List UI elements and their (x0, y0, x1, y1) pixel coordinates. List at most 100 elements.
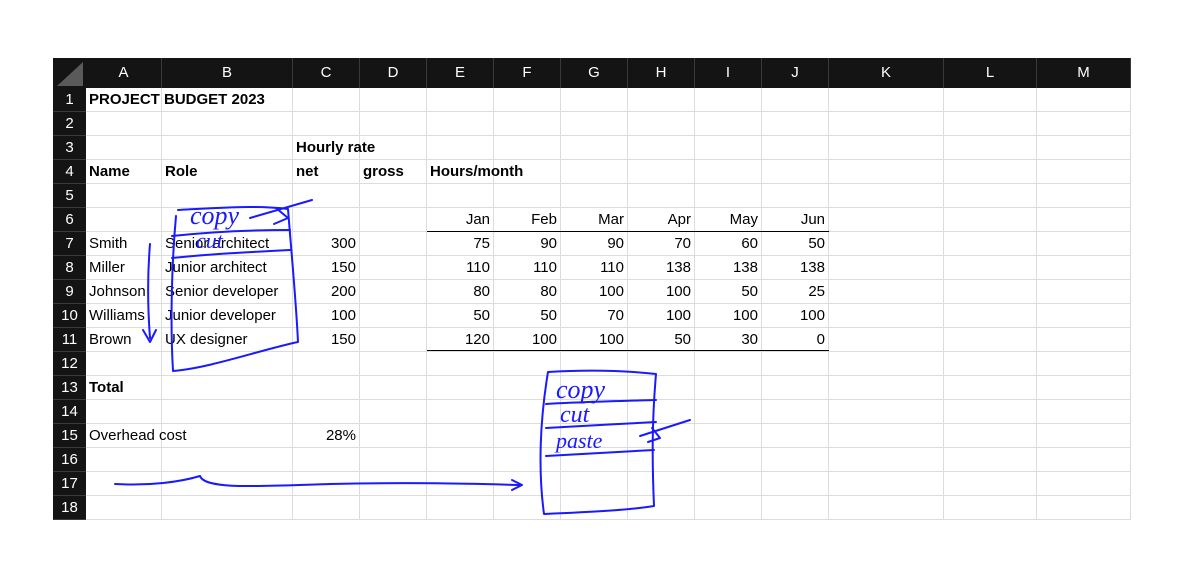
cell-k12[interactable] (829, 352, 944, 376)
cell-l13[interactable] (944, 376, 1037, 400)
cell-i18[interactable] (695, 496, 762, 520)
cell-e4[interactable]: Hours/month (427, 160, 523, 184)
cell-b10[interactable]: Junior developer (162, 304, 293, 328)
cell-a4[interactable]: Name (86, 160, 162, 184)
cell-i5[interactable] (695, 184, 762, 208)
cell-m8[interactable] (1037, 256, 1131, 280)
cell-h12[interactable] (628, 352, 695, 376)
cell-i12[interactable] (695, 352, 762, 376)
cell-l17[interactable] (944, 472, 1037, 496)
cell-m17[interactable] (1037, 472, 1131, 496)
cell-g15[interactable] (561, 424, 628, 448)
column-header-b[interactable]: B (162, 58, 293, 88)
cell-l11[interactable] (944, 328, 1037, 352)
cell-g8[interactable]: 110 (561, 256, 628, 280)
cell-h8[interactable]: 138 (628, 256, 695, 280)
cell-b1[interactable] (162, 88, 293, 112)
cell-d14[interactable] (360, 400, 427, 424)
cell-j4[interactable] (762, 160, 829, 184)
cell-m1[interactable] (1037, 88, 1131, 112)
cell-d2[interactable] (360, 112, 427, 136)
cell-i13[interactable] (695, 376, 762, 400)
cell-m9[interactable] (1037, 280, 1131, 304)
cell-g17[interactable] (561, 472, 628, 496)
cell-l7[interactable] (944, 232, 1037, 256)
cell-m6[interactable] (1037, 208, 1131, 232)
cell-e1[interactable] (427, 88, 494, 112)
cell-d16[interactable] (360, 448, 427, 472)
row-header-17[interactable]: 17 (53, 472, 86, 496)
cell-e8[interactable]: 110 (427, 256, 494, 280)
cell-a15[interactable]: Overhead cost (86, 424, 187, 448)
cell-g4[interactable] (561, 160, 628, 184)
cell-i6[interactable]: May (695, 208, 762, 232)
cell-h14[interactable] (628, 400, 695, 424)
cell-b11[interactable]: UX designer (162, 328, 293, 352)
cell-l16[interactable] (944, 448, 1037, 472)
cell-f17[interactable] (494, 472, 561, 496)
cell-l4[interactable] (944, 160, 1037, 184)
cell-f7[interactable]: 90 (494, 232, 561, 256)
cell-f12[interactable] (494, 352, 561, 376)
cell-l14[interactable] (944, 400, 1037, 424)
cell-f10[interactable]: 50 (494, 304, 561, 328)
cell-c15[interactable]: 28% (293, 424, 360, 448)
cell-j11[interactable]: 0 (762, 328, 829, 352)
cell-j5[interactable] (762, 184, 829, 208)
cell-c14[interactable] (293, 400, 360, 424)
cell-f13[interactable] (494, 376, 561, 400)
cell-l12[interactable] (944, 352, 1037, 376)
cell-i2[interactable] (695, 112, 762, 136)
cell-j2[interactable] (762, 112, 829, 136)
cell-e13[interactable] (427, 376, 494, 400)
cell-b16[interactable] (162, 448, 293, 472)
cell-m2[interactable] (1037, 112, 1131, 136)
cell-e15[interactable] (427, 424, 494, 448)
cell-f11[interactable]: 100 (494, 328, 561, 352)
cell-f16[interactable] (494, 448, 561, 472)
cell-l10[interactable] (944, 304, 1037, 328)
cell-e5[interactable] (427, 184, 494, 208)
cell-m12[interactable] (1037, 352, 1131, 376)
cell-m7[interactable] (1037, 232, 1131, 256)
cell-c6[interactable] (293, 208, 360, 232)
cell-j18[interactable] (762, 496, 829, 520)
cell-h16[interactable] (628, 448, 695, 472)
cell-g10[interactable]: 70 (561, 304, 628, 328)
cell-k4[interactable] (829, 160, 944, 184)
cell-j9[interactable]: 25 (762, 280, 829, 304)
cell-c18[interactable] (293, 496, 360, 520)
cell-b8[interactable]: Junior architect (162, 256, 293, 280)
cell-b6[interactable] (162, 208, 293, 232)
cell-e18[interactable] (427, 496, 494, 520)
cell-i16[interactable] (695, 448, 762, 472)
cell-f8[interactable]: 110 (494, 256, 561, 280)
cell-l8[interactable] (944, 256, 1037, 280)
cell-a7[interactable]: Smith (86, 232, 162, 256)
cell-d10[interactable] (360, 304, 427, 328)
cell-f15[interactable] (494, 424, 561, 448)
cell-j6[interactable]: Jun (762, 208, 829, 232)
cell-h10[interactable]: 100 (628, 304, 695, 328)
cell-a6[interactable] (86, 208, 162, 232)
cell-j14[interactable] (762, 400, 829, 424)
cell-f2[interactable] (494, 112, 561, 136)
cell-h4[interactable] (628, 160, 695, 184)
cell-f3[interactable] (494, 136, 561, 160)
cell-k2[interactable] (829, 112, 944, 136)
cell-l5[interactable] (944, 184, 1037, 208)
cell-c7[interactable]: 300 (293, 232, 360, 256)
cell-j1[interactable] (762, 88, 829, 112)
cell-e3[interactable] (427, 136, 494, 160)
row-header-10[interactable]: 10 (53, 304, 86, 328)
cell-a8[interactable]: Miller (86, 256, 162, 280)
cell-k6[interactable] (829, 208, 944, 232)
cell-d15[interactable] (360, 424, 427, 448)
cell-h7[interactable]: 70 (628, 232, 695, 256)
cell-l1[interactable] (944, 88, 1037, 112)
cell-b15[interactable] (162, 424, 293, 448)
cell-m13[interactable] (1037, 376, 1131, 400)
cell-i10[interactable]: 100 (695, 304, 762, 328)
cell-i4[interactable] (695, 160, 762, 184)
cell-k8[interactable] (829, 256, 944, 280)
